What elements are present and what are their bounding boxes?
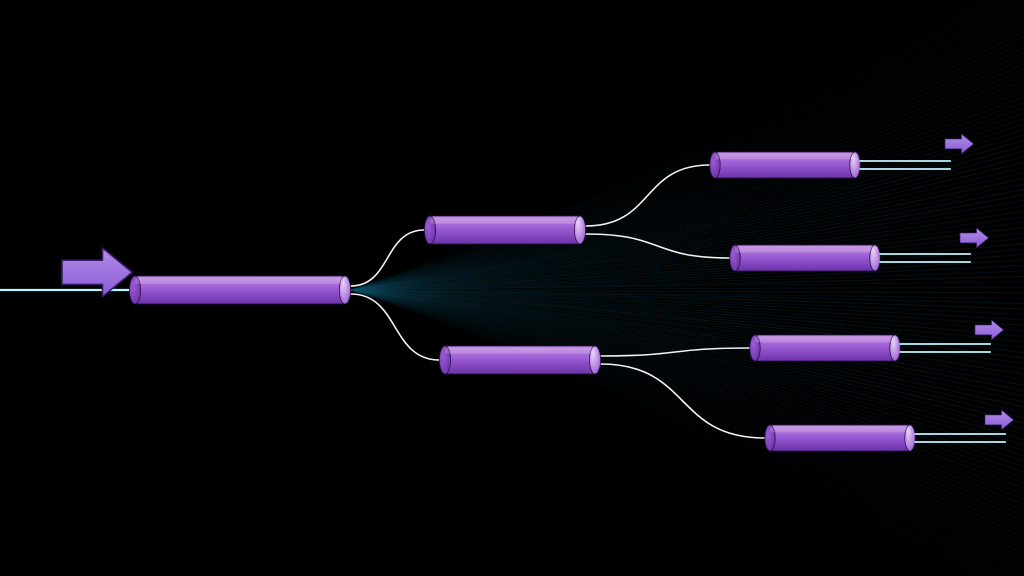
fiber-splitter-diagram xyxy=(0,0,1024,576)
background-ray-fan xyxy=(350,0,1024,576)
cylinder-c2b xyxy=(730,245,880,271)
cylinder-c2d xyxy=(765,425,915,451)
cylinder-c0 xyxy=(129,276,350,304)
cylinder-c1a xyxy=(424,216,585,244)
cylinder-c2c xyxy=(750,335,900,361)
cylinder-c1b xyxy=(439,346,600,374)
cylinder-c2a xyxy=(710,152,860,178)
output-arrow-icon xyxy=(960,228,989,248)
